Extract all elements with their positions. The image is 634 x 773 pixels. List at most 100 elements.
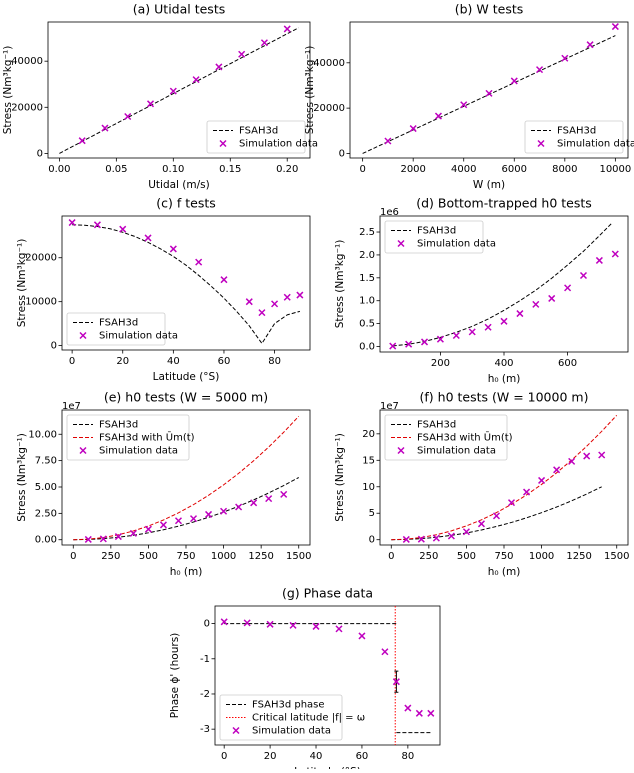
y-tick-label: 40000	[11, 56, 43, 67]
panel-title: (f) h0 tests (W = 10000 m)	[420, 390, 589, 405]
data-point	[280, 490, 288, 498]
y-axis-label: Stress (Nm³kg⁻¹)	[334, 433, 346, 522]
data-point	[586, 41, 594, 49]
data-point	[468, 328, 476, 336]
legend-label: Simulation data	[99, 446, 178, 457]
data-point	[568, 457, 576, 465]
legend-marker	[232, 726, 240, 735]
y-tick-label: 0	[51, 341, 57, 352]
y-tick-label: 1.5	[359, 273, 375, 284]
x-tick-label: 600	[558, 358, 577, 369]
legend-label: Simulation data	[557, 139, 634, 150]
x-tick-label: 40	[167, 356, 180, 367]
data-point	[169, 245, 177, 253]
x-axis-label: h₀ (m)	[170, 566, 203, 578]
x-tick-label: 80	[401, 751, 414, 762]
x-tick-label: 0.10	[162, 164, 184, 175]
x-tick-label: 250	[419, 551, 438, 562]
data-point	[532, 300, 540, 308]
data-point	[266, 620, 274, 628]
data-point	[404, 704, 412, 712]
data-point	[235, 503, 243, 511]
data-point	[595, 256, 603, 264]
y-tick-label: 0	[204, 619, 210, 630]
x-tick-label: 0.00	[48, 164, 70, 175]
y-tick-label: 15	[362, 455, 375, 466]
y-tick-label: -2	[200, 689, 210, 700]
x-tick-label: 60	[356, 751, 369, 762]
data-point	[415, 709, 423, 717]
legend-box	[66, 312, 166, 346]
y-tick-label: 40000	[313, 58, 345, 69]
data-point	[538, 476, 546, 484]
x-tick-label: 0	[221, 751, 227, 762]
x-tick-label: 1000	[529, 551, 554, 562]
data-point	[271, 300, 279, 308]
axes-frame	[214, 605, 441, 746]
data-point	[243, 619, 251, 627]
x-tick-label: 1250	[566, 551, 591, 562]
data-point	[477, 520, 485, 528]
y-tick-label: 10	[362, 482, 375, 493]
legend-label: Critical latitude |f| = ω	[252, 713, 365, 724]
data-point	[144, 234, 152, 242]
y-offset-label: 1e7	[380, 401, 399, 412]
data-point	[516, 310, 524, 318]
data-point	[169, 87, 177, 95]
data-point	[195, 258, 203, 266]
data-point	[405, 340, 413, 348]
data-point	[101, 124, 109, 132]
data-point	[220, 507, 228, 515]
legend-label: FSAH3d phase	[252, 700, 325, 711]
x-tick-label: 8000	[552, 164, 577, 175]
y-tick-label: 0.0	[359, 342, 375, 353]
legend-label: FSAH3d	[417, 226, 456, 237]
x-tick-label: 500	[457, 551, 476, 562]
panel: (g) Phase dataLatitude (°S)Phase ϕ' (hou…	[169, 586, 441, 773]
y-tick-label: 20000	[11, 102, 43, 113]
data-point	[485, 89, 493, 97]
data-point	[561, 54, 569, 62]
y-tick-label: 0	[37, 148, 43, 159]
data-point	[220, 276, 228, 284]
y-axis-label: Phase ϕ' (hours)	[169, 633, 181, 719]
y-tick-label: 5.00	[35, 482, 57, 493]
data-point	[427, 709, 435, 717]
data-point	[68, 219, 76, 227]
data-point	[119, 225, 127, 233]
y-tick-label: 0.00	[35, 535, 57, 546]
legend-marker	[537, 139, 545, 148]
data-point	[189, 515, 198, 523]
axes-frame	[61, 215, 311, 351]
legend-label: FSAH3d	[417, 420, 456, 431]
data-line	[391, 414, 618, 541]
y-tick-label: 2.50	[35, 508, 57, 519]
y-axis-label: Stress (Nm³kg⁻¹)	[16, 239, 28, 328]
x-tick-label: 1500	[286, 551, 311, 562]
y-tick-label: 2.0	[359, 250, 375, 261]
data-point	[283, 25, 291, 33]
y-tick-label: 2.5	[359, 227, 375, 238]
data-point	[174, 517, 183, 525]
data-point	[144, 525, 152, 533]
data-point	[523, 488, 531, 496]
data-point	[583, 452, 591, 460]
legend-label: Simulation data	[417, 239, 496, 250]
axes-frame	[47, 21, 311, 159]
y-tick-label: 7.50	[35, 456, 57, 467]
data-point	[245, 298, 253, 306]
x-tick-label: 400	[494, 358, 513, 369]
y-tick-label: 0.5	[359, 319, 375, 330]
panel: (a) Utidal tests Utidal (m/s) Stress (Nm³k…	[2, 2, 318, 192]
legend-box	[66, 414, 190, 461]
data-point	[389, 342, 397, 350]
panel: (b) W tests W (m) Stress (Nm³kg⁻¹) 0 2000 400…	[304, 2, 634, 192]
x-tick-label: 40	[310, 751, 323, 762]
panel-title: (e) h0 tests (W = 5000 m)	[104, 390, 268, 405]
x-tick-label: 750	[494, 551, 513, 562]
x-tick-label: 10000	[599, 164, 631, 175]
data-point	[553, 466, 561, 474]
y-tick-label: 20	[362, 429, 375, 440]
x-tick-label: 750	[176, 551, 195, 562]
y-offset-label: 1e6	[380, 207, 399, 218]
